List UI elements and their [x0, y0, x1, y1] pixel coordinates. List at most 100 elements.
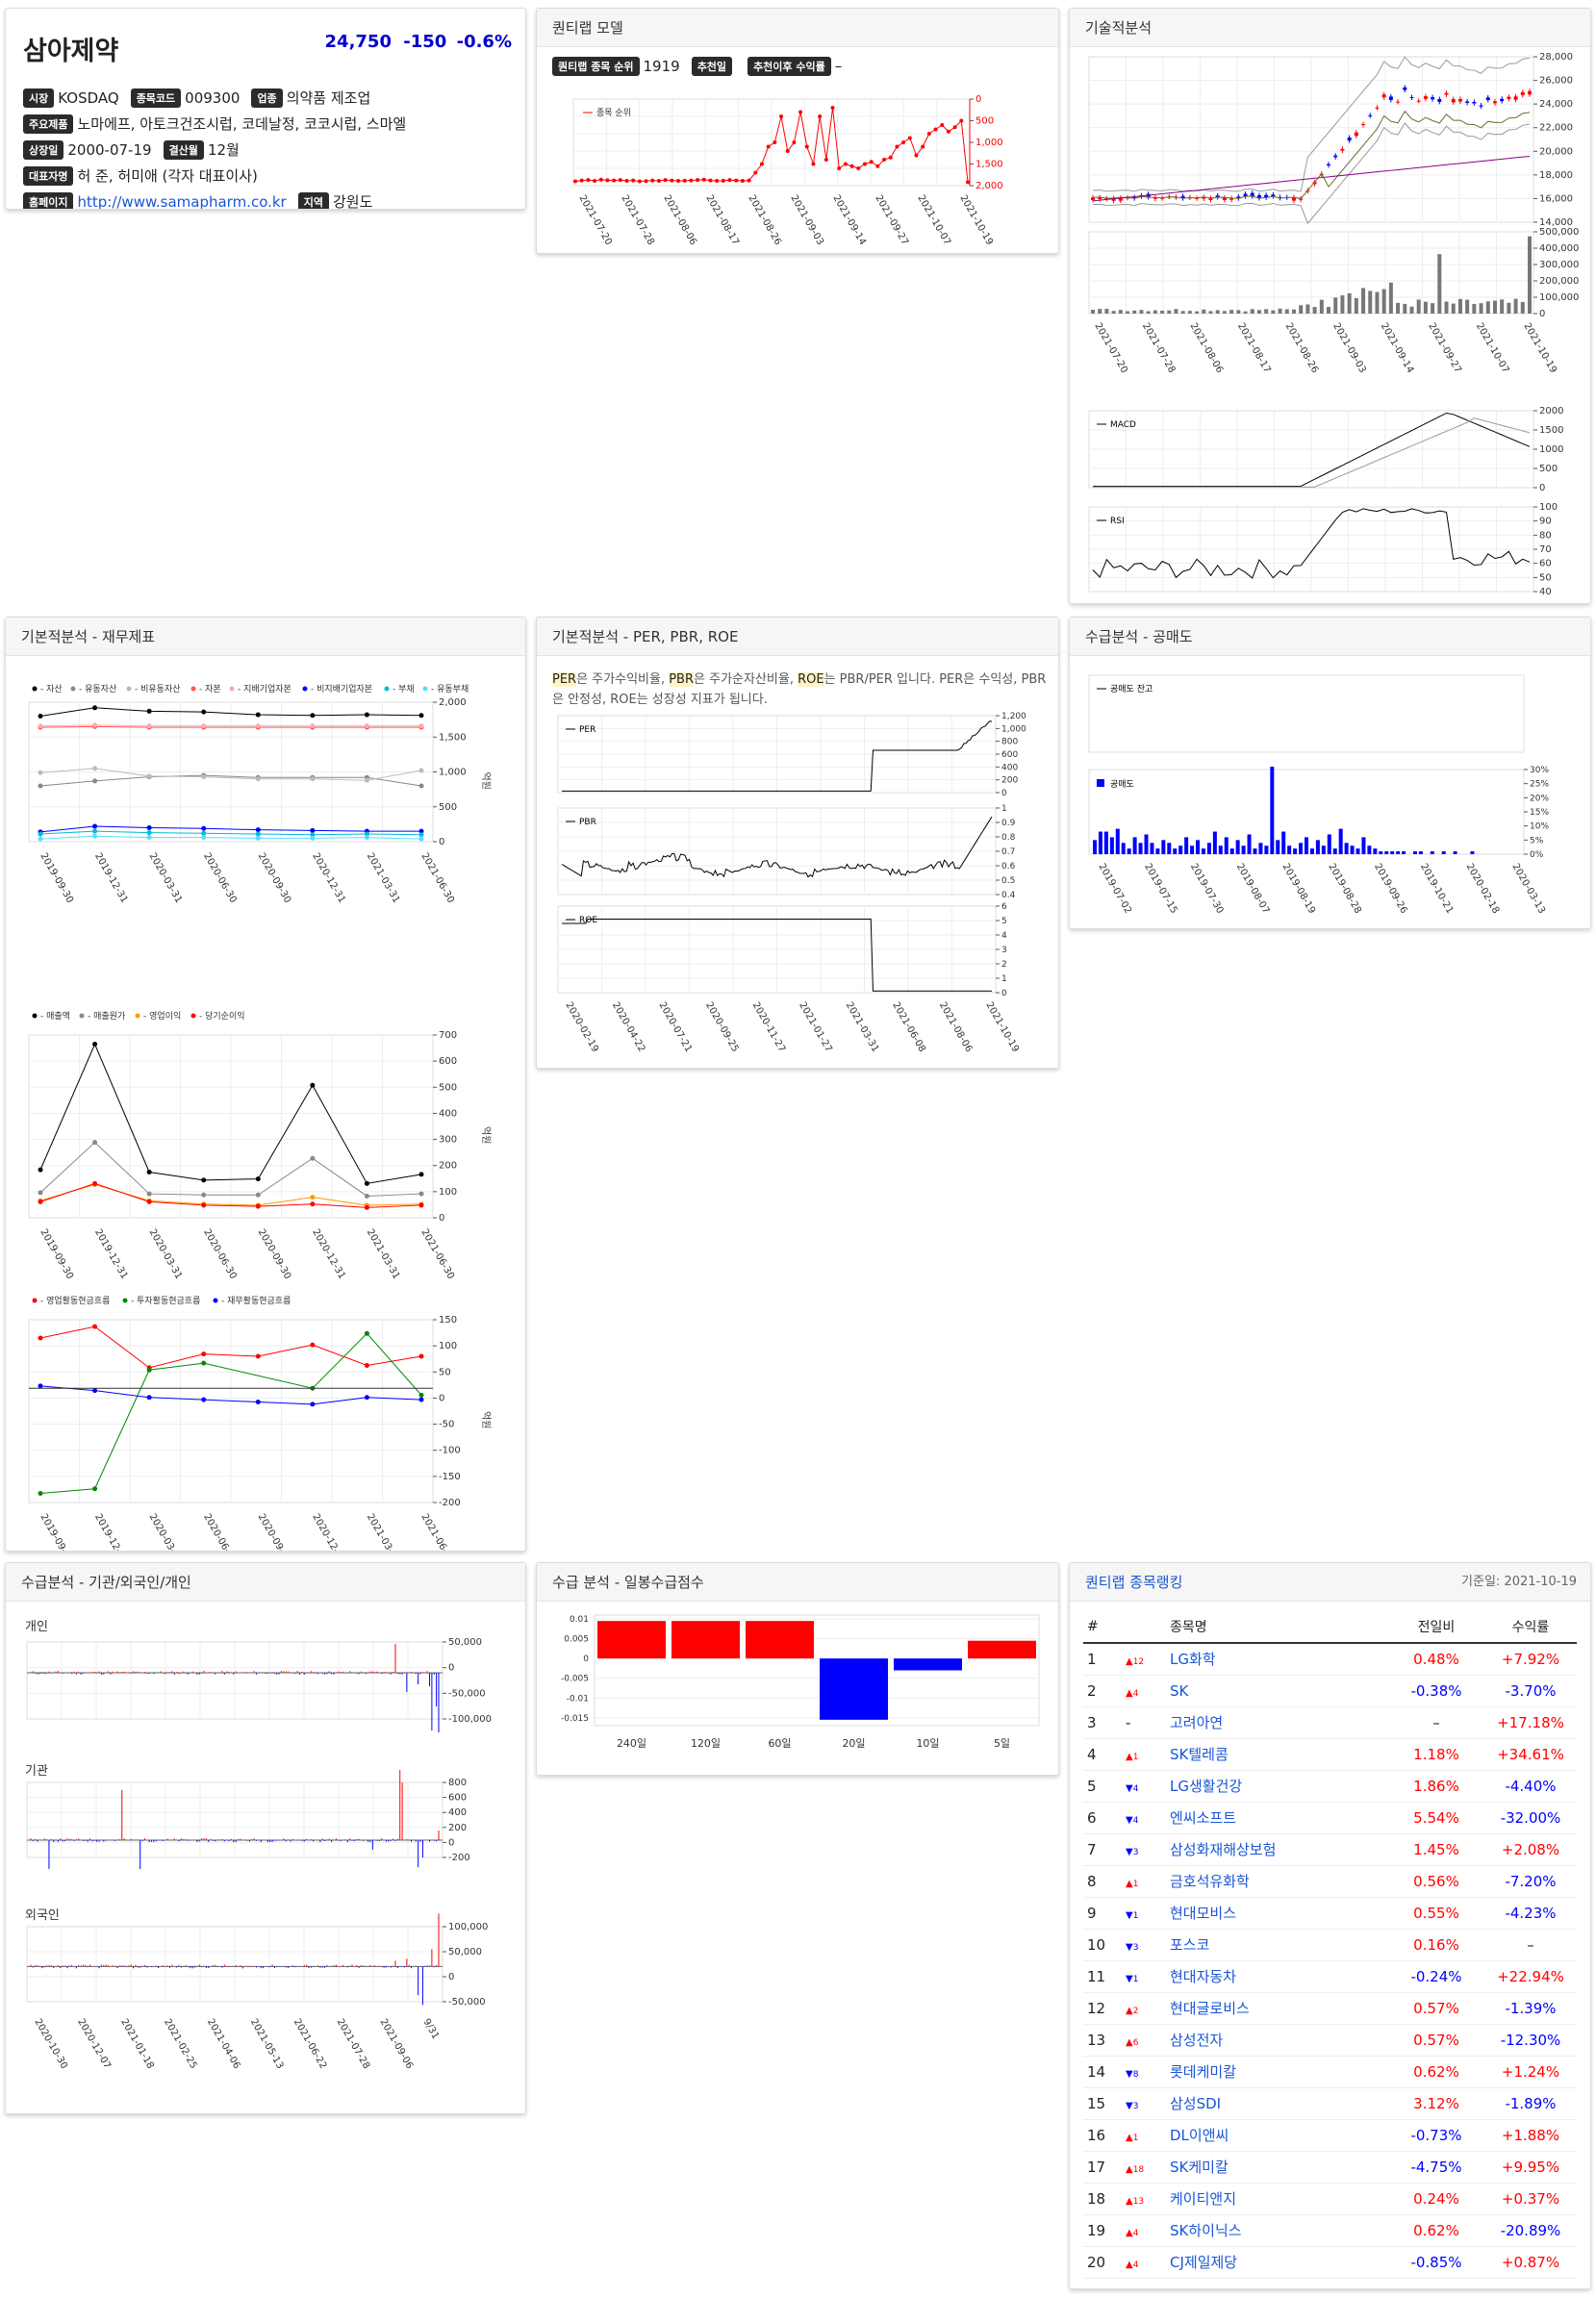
short-selling-card: 수급분석 - 공매도 공매도 잔고 30% 25% 20% 15% 10% 5% 0% 공매도 2…	[1069, 617, 1591, 929]
ranking-row[interactable]: 20 ▲4 CJ제일제당 -0.85% +0.87%	[1083, 2246, 1577, 2279]
ranking-row[interactable]: 4 ▲1 SK텔레콤 1.18% +34.61%	[1083, 1738, 1577, 1771]
ranking-row[interactable]: 14 ▼8 롯데케미칼 0.62% +1.24%	[1083, 2056, 1577, 2088]
institution-tick-label: 0	[448, 1837, 454, 1848]
stock-name-link[interactable]: 현대글로비스	[1166, 1992, 1388, 2025]
ranking-row[interactable]: 13 ▲6 삼성전자 0.57% -12.30%	[1083, 2024, 1577, 2057]
roe-line	[562, 919, 992, 992]
quant-x-label: 2021-10-19	[957, 193, 995, 247]
col-name: 종목명	[1166, 1611, 1388, 1644]
short-balance-legend-label: 공매도 잔고	[1110, 684, 1153, 694]
ranking-row[interactable]: 6 ▼4 엔씨소프트 5.54% -32.00%	[1083, 1802, 1577, 1834]
ranking-row[interactable]: 10 ▼3 포스코 0.16% –	[1083, 1929, 1577, 1961]
ranking-row[interactable]: 19 ▲4 SK하이닉스 0.62% -20.89%	[1083, 2214, 1577, 2247]
return-rate: -7.20%	[1484, 1865, 1577, 1898]
candle-body	[1340, 148, 1345, 151]
income-tick-label: 300	[439, 1135, 457, 1146]
rank-move: ▲18	[1122, 2151, 1166, 2184]
stock-name-link[interactable]: 고려아연	[1166, 1706, 1388, 1739]
ranking-row[interactable]: 9 ▼1 현대모비스 0.55% -4.23%	[1083, 1897, 1577, 1930]
stock-name-link[interactable]: SK케미칼	[1166, 2151, 1388, 2184]
short-sell-bar	[1355, 848, 1360, 854]
rank-move-value: 4	[1132, 2228, 1139, 2238]
ranking-row[interactable]: 8 ▲1 금호석유화학 0.56% -7.20%	[1083, 1865, 1577, 1898]
ranking-row[interactable]: 12 ▲2 현대글로비스 0.57% -1.39%	[1083, 1992, 1577, 2025]
rank-move-value: 4	[1132, 1688, 1139, 1699]
ranking-row[interactable]: 17 ▲18 SK케미칼 -4.75% +9.95%	[1083, 2151, 1577, 2184]
ranking-row[interactable]: 7 ▼3 삼성화재해상보험 1.45% +2.08%	[1083, 1833, 1577, 1866]
stock-name-link[interactable]: LG생활건강	[1166, 1770, 1388, 1803]
triangle-up-icon: ▲	[1126, 2195, 1133, 2207]
ranking-title[interactable]: 퀀티랩 종목랭킹	[1085, 1574, 1183, 1591]
quant-rank-point	[818, 114, 823, 118]
quant-rank-point	[759, 162, 764, 166]
stock-name-link[interactable]: 삼성화재해상보험	[1166, 1833, 1388, 1866]
candle-body	[1381, 94, 1386, 98]
ranking-row[interactable]: 1 ▲12 LG화학 0.48% +7.92%	[1083, 1643, 1577, 1676]
stock-name-link[interactable]: 삼성SDI	[1166, 2087, 1388, 2120]
ranking-row[interactable]: 18 ▲13 케이티앤지 0.24% +0.37%	[1083, 2183, 1577, 2215]
volume-bar	[1312, 307, 1317, 314]
rsi-legend-label: RSI	[1110, 517, 1125, 526]
stock-name-link[interactable]: 엔씨소프트	[1166, 1802, 1388, 1834]
stock-name-link[interactable]: 포스코	[1166, 1929, 1388, 1961]
quant-rank-point	[811, 162, 816, 166]
ranking-row[interactable]: 2 ▲4 SK -0.38% -3.70%	[1083, 1675, 1577, 1707]
balance-sheet-line	[39, 774, 422, 787]
short-sell-bar	[1167, 843, 1172, 854]
valuation-x-label: 2021-01-27	[797, 1000, 834, 1054]
candle-body	[1347, 137, 1352, 141]
volume-bar	[1098, 309, 1102, 314]
candle-body	[1250, 192, 1254, 197]
daily-change: 0.16%	[1388, 1929, 1484, 1961]
stock-name-link[interactable]: SK텔레콤	[1166, 1738, 1388, 1771]
balance-sheet-point	[38, 723, 43, 729]
macd-signal-line	[1093, 417, 1531, 488]
stock-name-link[interactable]: CJ제일제당	[1166, 2246, 1388, 2279]
ranking-row[interactable]: 15 ▼3 삼성SDI 3.12% -1.89%	[1083, 2087, 1577, 2120]
ranking-row[interactable]: 11 ▼1 현대자동차 -0.24% +22.94%	[1083, 1960, 1577, 1993]
roe-tick-label: 6	[1001, 902, 1007, 912]
stock-name-link[interactable]: LG화학	[1166, 1643, 1388, 1676]
volume-bar	[1111, 311, 1116, 314]
cashflow-legend-label: - 투자활동현금흐름	[131, 1295, 200, 1306]
stock-name-link[interactable]: DL이앤씨	[1166, 2119, 1388, 2152]
stock-name-link[interactable]: 롯데케미칼	[1166, 2056, 1388, 2088]
triangle-up-icon: ▲	[1126, 2132, 1133, 2143]
return-rate: +34.61%	[1484, 1738, 1577, 1771]
income-x-label: 2021-06-30	[418, 1227, 456, 1281]
homepage-link[interactable]: http://www.samapharm.co.kr	[77, 192, 287, 210]
ranking-row[interactable]: 3- 고려아연 – +17.18%	[1083, 1706, 1577, 1739]
short-sell-bar	[1327, 834, 1331, 854]
balance-sheet-legend-label: - 지배기업자본	[238, 684, 291, 694]
daily-change: 0.24%	[1388, 2183, 1484, 2215]
valuation-x-label: 2020-04-22	[610, 1000, 647, 1054]
candle-body	[1215, 195, 1220, 198]
income-legend-label: - 매출액	[40, 1010, 70, 1022]
stock-name-link[interactable]: 현대자동차	[1166, 1960, 1388, 1993]
income-x-label: 2019-12-31	[92, 1227, 130, 1281]
volume-bar	[1388, 282, 1393, 314]
stock-name-link[interactable]: SK하이닉스	[1166, 2214, 1388, 2247]
volume-bar	[1457, 298, 1462, 314]
stock-name-link[interactable]: SK	[1166, 1675, 1388, 1707]
triangle-up-icon: ▲	[1126, 2259, 1133, 2270]
stock-name-link[interactable]: 현대모비스	[1166, 1897, 1388, 1930]
income-tick-label: 500	[439, 1082, 457, 1093]
rank-number: 19	[1083, 2214, 1122, 2247]
candle-body	[1180, 195, 1185, 199]
cashflow-legend-dot	[122, 1298, 128, 1303]
rsi-line	[1092, 508, 1531, 579]
valuation-x-label: 2021-03-31	[844, 1000, 881, 1054]
ranking-row[interactable]: 5 ▼4 LG생활건강 1.86% -4.40%	[1083, 1770, 1577, 1803]
stock-name-link[interactable]: 케이티앤지	[1166, 2183, 1388, 2215]
short-sell-bar	[1201, 848, 1205, 854]
rank-move-value: 3	[1132, 1847, 1139, 1857]
per-tick-label: 200	[1001, 776, 1018, 786]
triangle-up-icon: ▲	[1126, 1655, 1133, 1667]
candle-body	[1091, 197, 1095, 200]
stock-name-link[interactable]: 금호석유화학	[1166, 1865, 1388, 1898]
balance-sheet-tick-label: 500	[439, 802, 457, 813]
stock-name-link[interactable]: 삼성전자	[1166, 2024, 1388, 2057]
rank-move-value: 3	[1132, 1942, 1139, 1953]
ranking-row[interactable]: 16 ▲1 DL이앤씨 -0.73% +1.88%	[1083, 2119, 1577, 2152]
